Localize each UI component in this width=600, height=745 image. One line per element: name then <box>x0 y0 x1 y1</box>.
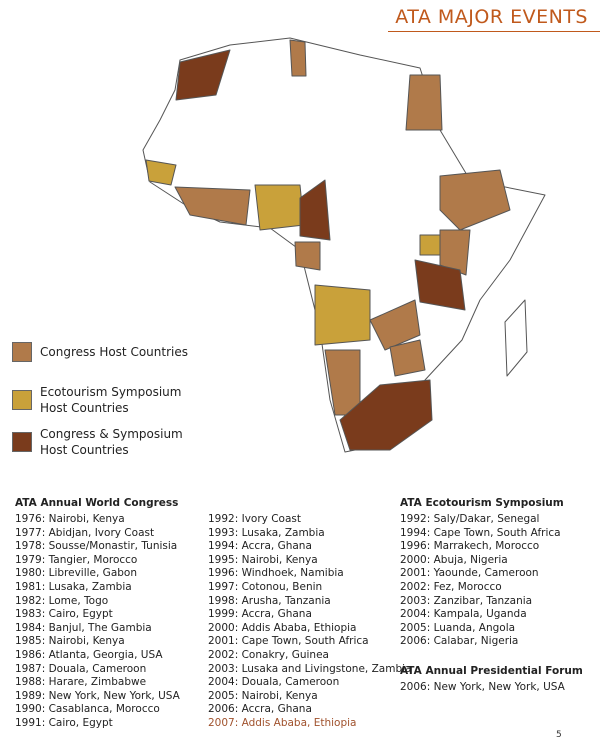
list-entry: 1989: New York, New York, USA <box>15 689 180 702</box>
zambia <box>369 299 421 351</box>
list-entry: 2005: Nairobi, Kenya <box>208 689 318 702</box>
page-title: ATA MAJOR EVENTS <box>395 6 588 28</box>
legend-swatch <box>12 390 32 410</box>
egypt <box>405 74 443 131</box>
forum-list: 2006: New York, New York, USA <box>400 681 565 695</box>
angola <box>314 284 371 346</box>
list-entry: 1999: Accra, Ghana <box>208 608 312 621</box>
list-entry: 2005: Luanda, Angola <box>400 621 516 634</box>
list-entry: 2004: Douala, Cameroon <box>208 676 340 689</box>
list-entry: 1986: Atlanta, Georgia, USA <box>15 648 163 661</box>
list-entry: 2001: Yaounde, Cameroon <box>400 567 539 580</box>
list-entry: 2002: Fez, Morocco <box>400 580 502 593</box>
list-entry: 1992: Saly/Dakar, Senegal <box>400 513 540 525</box>
list-entry: 2003: Lusaka and Livingstone, Zambia <box>208 662 412 675</box>
list-entry: 1994: Accra, Ghana <box>208 540 312 553</box>
legend-item: Congress & Symposium Host Countries <box>12 426 212 458</box>
list-entry: 1994: Cape Town, South Africa <box>400 526 561 539</box>
list-entry: 2007: Addis Ababa, Ethiopia <box>208 716 357 729</box>
legend-item: Congress Host Countries <box>12 342 212 362</box>
list-entry: 1982: Lome, Togo <box>15 594 109 607</box>
legend-label: Congress & Symposium Host Countries <box>40 427 183 457</box>
list-entry: 1987: Douala, Cameroon <box>15 662 147 675</box>
list-entry: 1996: Windhoek, Namibia <box>208 567 344 580</box>
symposium-list: 1992: Saly/Dakar, Senegal 1994: Cape Town… <box>400 513 561 649</box>
list-entry: 1996: Marrakech, Morocco <box>400 540 540 553</box>
section-heading: ATA Annual World Congress <box>15 497 179 509</box>
list-entry: 1979: Tangier, Morocco <box>15 553 138 566</box>
list-entry: 2006: Calabar, Nigeria <box>400 635 519 648</box>
legend-swatch <box>12 432 32 452</box>
list-entry: 1997: Cotonou, Benin <box>208 580 323 593</box>
legend-swatch <box>12 342 32 362</box>
namibia <box>324 349 361 416</box>
list-entry: 2000: Addis Ababa, Ethiopia <box>208 621 357 634</box>
list-entry: 1998: Arusha, Tanzania <box>208 594 331 607</box>
cameroon <box>299 179 331 241</box>
list-entry: 1988: Harare, Zimbabwe <box>15 676 147 689</box>
legend-label: Congress Host Countries <box>40 345 188 359</box>
section-heading: ATA Ecotourism Symposium <box>400 497 564 509</box>
title-rule <box>388 31 600 32</box>
list-entry: 1983: Cairo, Egypt <box>15 608 113 621</box>
tanzania <box>414 259 466 311</box>
list-entry: 2003: Zanzibar, Tanzania <box>400 594 533 607</box>
list-entry: 1978: Sousse/Monastir, Tunisia <box>15 540 178 553</box>
list-entry: 1976: Nairobi, Kenya <box>15 513 125 525</box>
page-number: 5 <box>556 730 562 740</box>
congress-list: 1976: Nairobi, Kenya 1977: Abidjan, Ivory… <box>15 513 180 731</box>
list-entry: 1984: Banjul, The Gambia <box>15 621 152 634</box>
africa-map <box>142 37 546 453</box>
west-africa <box>174 186 251 226</box>
list-entry: 1977: Abidjan, Ivory Coast <box>15 526 155 539</box>
list-entry: 2006: Accra, Ghana <box>208 703 312 716</box>
section-heading: ATA Annual Presidential Forum <box>400 665 583 677</box>
list-entry: 2006: New York, New York, USA <box>400 681 565 693</box>
list-entry: 1992: Ivory Coast <box>208 513 301 525</box>
kenya <box>439 229 471 276</box>
congress-list: 1992: Ivory Coast 1993: Lusaka, Zambia 199… <box>208 513 411 731</box>
uganda <box>419 234 441 256</box>
gabon <box>294 241 321 271</box>
zimbabwe <box>389 339 426 377</box>
list-entry: 2004: Kampala, Uganda <box>400 608 527 621</box>
list-entry: 1995: Nairobi, Kenya <box>208 553 318 566</box>
morocco <box>175 49 231 101</box>
list-entry: 2001: Cape Town, South Africa <box>208 635 369 648</box>
list-entry: 1993: Lusaka, Zambia <box>208 526 325 539</box>
list-entry: 2002: Conakry, Guinea <box>208 648 329 661</box>
tunisia <box>289 39 307 77</box>
list-entry: 1991: Cairo, Egypt <box>15 716 113 729</box>
senegal <box>145 159 177 186</box>
south-africa <box>339 379 433 451</box>
ethiopia <box>439 169 511 231</box>
list-entry: 2000: Abuja, Nigeria <box>400 553 508 566</box>
list-entry: 1980: Libreville, Gabon <box>15 567 137 580</box>
madagascar <box>504 299 528 377</box>
list-entry: 1981: Lusaka, Zambia <box>15 580 132 593</box>
list-entry: 1985: Nairobi, Kenya <box>15 635 125 648</box>
legend-label: Ecotourism Symposium Host Countries <box>40 385 182 415</box>
nigeria <box>254 184 305 231</box>
list-entry: 1990: Casablanca, Morocco <box>15 703 160 716</box>
legend-item: Ecotourism Symposium Host Countries <box>12 384 212 416</box>
